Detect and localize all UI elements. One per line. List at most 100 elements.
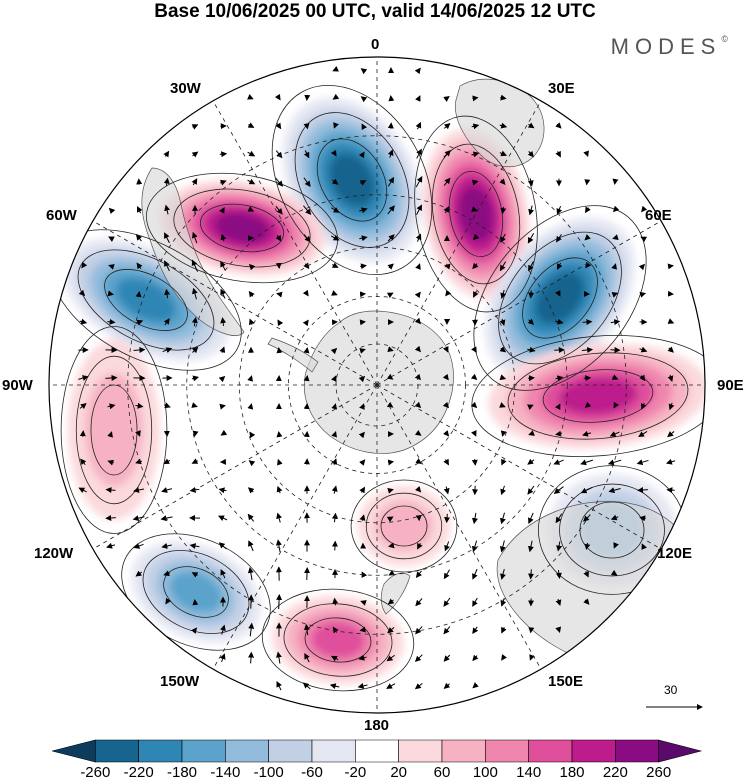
wind-vector <box>386 516 394 523</box>
colorbar-swatch <box>528 739 573 763</box>
wind-vector <box>135 430 141 437</box>
wind-vector <box>580 486 593 494</box>
brand-text: MODES <box>610 34 722 59</box>
wind-vector <box>331 234 340 241</box>
streamline <box>559 483 665 577</box>
colorbar-tick-label: 260 <box>646 764 672 781</box>
wind-vector <box>302 289 309 297</box>
wind-vector <box>358 431 365 439</box>
wind-vector <box>501 654 508 661</box>
wind-vector <box>218 515 228 521</box>
wind-vector <box>500 206 507 215</box>
wind-vector <box>639 346 648 353</box>
wind-vector <box>501 626 507 634</box>
wind-vector <box>303 234 311 243</box>
wind-vector <box>163 402 171 409</box>
wind-vector <box>499 402 506 408</box>
wind-vector <box>415 570 422 578</box>
wind-vector <box>247 566 254 581</box>
wind-vector <box>611 292 619 298</box>
anomaly-band <box>311 622 365 658</box>
wind-vector <box>473 290 479 298</box>
wind-vector <box>135 570 143 577</box>
wind-vector <box>388 569 395 576</box>
wind-vector <box>472 568 478 580</box>
lon-label-120e: 120E <box>657 545 693 562</box>
colorbar-tick-label: -60 <box>301 764 323 781</box>
wind-vector <box>220 429 228 436</box>
wind-vector <box>414 486 422 493</box>
wind-vector <box>331 290 338 296</box>
anomaly-band <box>214 212 270 244</box>
wind-vector <box>136 262 143 270</box>
wind-vector <box>585 261 592 269</box>
wind-vector <box>248 460 256 467</box>
wind-vector <box>360 68 368 75</box>
wind-vector <box>610 319 621 326</box>
wind-vector <box>360 600 367 606</box>
wind-vector <box>359 626 366 633</box>
streamline <box>104 269 188 331</box>
wind-vector <box>303 177 311 188</box>
wind-vector <box>304 652 310 663</box>
wind-vector <box>637 487 648 493</box>
wind-vector <box>249 431 256 439</box>
wind-vector <box>192 231 198 244</box>
wind-vector <box>304 567 311 580</box>
wind-vector <box>528 569 535 580</box>
wind-vector <box>555 569 562 579</box>
wind-vector <box>555 598 562 606</box>
wind-vector <box>303 623 310 636</box>
anomaly-band <box>329 153 375 207</box>
wind-vector <box>107 290 114 297</box>
wind-vector <box>161 487 173 493</box>
wind-vector <box>387 205 395 215</box>
wind-vector <box>276 291 283 298</box>
wind-vector <box>219 653 226 663</box>
wind-vector <box>359 348 366 354</box>
wind-vector <box>359 207 368 214</box>
lon-label-30e: 30E <box>548 80 575 97</box>
lat-lon-grid <box>49 57 705 713</box>
wind-vector <box>105 374 118 381</box>
wind-vector <box>191 151 199 158</box>
streamline <box>350 479 458 573</box>
anomaly-band <box>85 373 143 487</box>
wind-vector <box>388 95 395 102</box>
wind-vector <box>472 597 478 607</box>
wind-vector <box>581 347 594 353</box>
wind-vector <box>528 261 534 272</box>
colorbar-swatch <box>95 739 139 763</box>
lon-label-30w: 30W <box>170 80 201 97</box>
wind-vector <box>416 204 422 215</box>
wind-vector <box>108 264 115 270</box>
wind-vector <box>303 347 310 354</box>
lon-label-180: 180 <box>364 717 390 734</box>
wind-vector <box>639 291 647 298</box>
colorbar-tick-label: -20 <box>344 764 367 781</box>
lon-label-90e: 90E <box>717 377 744 394</box>
wind-vector <box>636 459 649 466</box>
wind-vector <box>275 122 282 130</box>
wind-vector <box>582 430 592 437</box>
wind-vector <box>220 233 227 242</box>
wind-vector <box>192 599 199 606</box>
wind-vector <box>582 319 593 326</box>
streamline <box>507 352 689 440</box>
wind-vector <box>135 402 144 409</box>
wind-vector <box>499 512 506 525</box>
wind-vector <box>472 654 479 662</box>
wind-vector <box>443 177 451 186</box>
wind-vector <box>219 207 225 214</box>
wind-vector <box>527 122 535 129</box>
wind-vector <box>471 346 477 353</box>
wind-vector <box>555 122 562 129</box>
wind-vector <box>386 292 394 299</box>
wind-vector <box>132 515 145 522</box>
wind-vector <box>162 347 173 353</box>
wind-vector <box>164 288 171 299</box>
lon-label-60e: 60E <box>645 207 672 224</box>
colorbar-tick-label: -220 <box>123 764 154 781</box>
wind-vector <box>386 373 394 380</box>
wind-vector <box>276 431 283 438</box>
